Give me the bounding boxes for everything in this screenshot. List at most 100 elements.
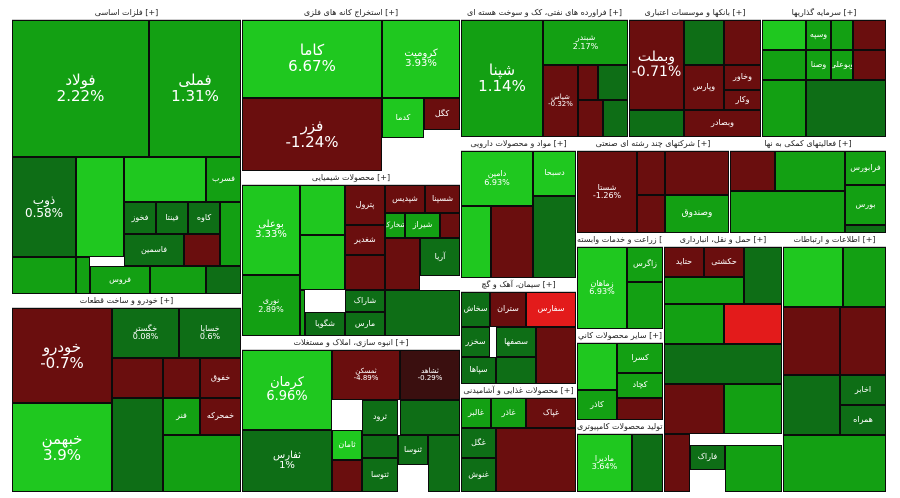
sector-header[interactable]: انبوه سازی، املاک و مستغلات [+] bbox=[242, 337, 460, 350]
stock-tile[interactable] bbox=[385, 290, 460, 336]
stock-tile[interactable] bbox=[843, 247, 886, 307]
stock-tile[interactable] bbox=[491, 206, 533, 278]
sector-header[interactable]: فراورده های نفتی، کک و سوخت هسته ای [+] bbox=[461, 7, 628, 20]
stock-tile[interactable] bbox=[300, 235, 345, 290]
stock-tile[interactable] bbox=[724, 20, 761, 65]
stock-tile[interactable]: اخابر bbox=[840, 375, 886, 405]
stock-tile[interactable] bbox=[12, 257, 76, 294]
stock-tile[interactable] bbox=[664, 384, 724, 434]
stock-tile[interactable] bbox=[840, 307, 886, 375]
stock-tile[interactable] bbox=[220, 202, 241, 266]
stock-tile[interactable]: ثتوسا bbox=[362, 458, 398, 492]
stock-tile[interactable] bbox=[783, 375, 840, 435]
stock-tile[interactable] bbox=[664, 344, 782, 384]
stock-tile[interactable]: خساپا 0.6% bbox=[179, 308, 241, 358]
stock-tile[interactable]: شسپنا bbox=[425, 185, 460, 213]
sector-header[interactable]: اطلاعات و ارتباطات [+] bbox=[783, 234, 886, 247]
stock-tile[interactable] bbox=[124, 157, 206, 202]
stock-tile[interactable]: وبوعلی bbox=[831, 50, 853, 80]
stock-tile[interactable] bbox=[762, 80, 806, 137]
stock-tile[interactable] bbox=[783, 435, 886, 492]
stock-tile[interactable] bbox=[428, 435, 460, 492]
sector-header[interactable]: ساير محصولات كاني [+] bbox=[577, 330, 663, 343]
stock-tile[interactable]: کسرا bbox=[617, 343, 663, 373]
stock-tile[interactable] bbox=[617, 398, 663, 420]
stock-tile[interactable] bbox=[665, 151, 729, 195]
stock-tile[interactable] bbox=[461, 206, 491, 278]
stock-tile[interactable] bbox=[163, 435, 241, 492]
sector-header[interactable]: تولید محصولات کامپیوتری [+] bbox=[577, 421, 663, 434]
sector-header[interactable]: حمل و نقل، انبارداری [+] bbox=[664, 234, 782, 247]
stock-tile[interactable] bbox=[783, 247, 843, 307]
sector-header[interactable]: بانکها و موسسات اعتباری [+] bbox=[629, 7, 761, 20]
stock-tile[interactable]: شستا -1.26% bbox=[577, 151, 637, 233]
stock-tile[interactable]: آریا bbox=[420, 238, 460, 276]
stock-tile[interactable]: کاذر bbox=[577, 390, 617, 420]
stock-tile[interactable] bbox=[578, 100, 603, 137]
stock-tile[interactable]: سصفها bbox=[496, 327, 536, 357]
stock-tile[interactable]: غگل bbox=[461, 428, 496, 458]
stock-tile[interactable] bbox=[533, 196, 576, 278]
stock-tile[interactable] bbox=[684, 20, 724, 65]
stock-tile[interactable]: کرمان 6.96% bbox=[242, 350, 332, 430]
stock-tile[interactable]: فنر bbox=[163, 398, 200, 435]
stock-tile[interactable] bbox=[730, 151, 775, 191]
stock-tile[interactable]: وکار bbox=[724, 90, 761, 110]
stock-tile[interactable] bbox=[112, 398, 163, 492]
stock-tile[interactable]: ثشاهد -0.29% bbox=[400, 350, 460, 400]
stock-tile[interactable] bbox=[362, 435, 398, 458]
stock-tile[interactable]: کچاد bbox=[617, 373, 663, 398]
stock-tile[interactable]: غالبر bbox=[461, 398, 491, 428]
stock-tile[interactable]: زماهان 6.93% bbox=[577, 247, 627, 329]
stock-tile[interactable] bbox=[603, 100, 628, 137]
stock-tile[interactable] bbox=[853, 20, 886, 50]
stock-tile[interactable]: ذوب 0.58% bbox=[12, 157, 76, 257]
stock-tile[interactable]: غپاک bbox=[526, 398, 576, 428]
stock-tile[interactable] bbox=[629, 110, 684, 137]
stock-tile[interactable] bbox=[831, 20, 853, 50]
stock-tile[interactable]: همراه bbox=[840, 405, 886, 435]
stock-tile[interactable]: دامین 6.93% bbox=[461, 151, 533, 206]
sector-header[interactable]: شرکتهای چند رشته ای صنعتی [+] bbox=[577, 138, 729, 151]
stock-tile[interactable] bbox=[632, 434, 663, 492]
stock-tile[interactable]: سخزر bbox=[461, 327, 490, 357]
stock-tile[interactable] bbox=[762, 20, 806, 50]
stock-tile[interactable]: ثمسکن -4.89% bbox=[332, 350, 400, 400]
stock-tile[interactable] bbox=[163, 358, 200, 398]
stock-tile[interactable]: سپاها bbox=[461, 357, 496, 384]
stock-tile[interactable] bbox=[76, 157, 124, 257]
stock-tile[interactable]: فاسمین bbox=[124, 234, 184, 266]
stock-tile[interactable] bbox=[724, 304, 782, 344]
sector-header[interactable]: استخراج کانه های فلزی [+] bbox=[242, 7, 460, 20]
stock-tile[interactable]: شپاس -0.32% bbox=[543, 65, 578, 137]
sector-header[interactable]: سرمایه گذاریها [+] bbox=[762, 7, 886, 20]
stock-tile[interactable]: شگویا bbox=[305, 312, 345, 336]
stock-tile[interactable] bbox=[400, 400, 460, 435]
stock-tile[interactable] bbox=[598, 65, 628, 100]
stock-tile[interactable] bbox=[496, 428, 576, 492]
stock-tile[interactable]: غاذر bbox=[491, 398, 526, 428]
stock-tile[interactable]: فملی 1.31% bbox=[149, 20, 241, 157]
stock-tile[interactable]: سفارس bbox=[526, 292, 576, 327]
stock-tile[interactable]: فسرب bbox=[206, 157, 241, 202]
stock-tile[interactable]: کرومیت 3.93% bbox=[382, 20, 460, 98]
stock-tile[interactable]: بوعلی 3.33% bbox=[242, 185, 300, 275]
stock-tile[interactable] bbox=[577, 343, 617, 390]
stock-tile[interactable]: شاراک bbox=[345, 290, 385, 312]
stock-tile[interactable] bbox=[300, 290, 305, 336]
stock-tile[interactable]: وسپه bbox=[806, 20, 831, 50]
stock-tile[interactable] bbox=[775, 151, 845, 191]
sector-header[interactable]: خودرو و ساخت قطعات [+] bbox=[12, 295, 241, 308]
stock-tile[interactable] bbox=[783, 307, 840, 375]
stock-tile[interactable]: مارس bbox=[345, 312, 385, 336]
stock-tile[interactable] bbox=[762, 50, 806, 80]
stock-tile[interactable]: نوری 2.89% bbox=[242, 275, 300, 336]
stock-tile[interactable]: خگستر 0.08% bbox=[112, 308, 179, 358]
stock-tile[interactable] bbox=[440, 213, 460, 238]
stock-tile[interactable]: شبندر 2.17% bbox=[543, 20, 628, 65]
stock-tile[interactable] bbox=[744, 247, 782, 304]
stock-tile[interactable]: خمحرکه bbox=[200, 398, 241, 435]
stock-tile[interactable] bbox=[206, 266, 241, 294]
stock-tile[interactable] bbox=[637, 195, 665, 233]
stock-tile[interactable]: حکشتی bbox=[704, 247, 744, 277]
